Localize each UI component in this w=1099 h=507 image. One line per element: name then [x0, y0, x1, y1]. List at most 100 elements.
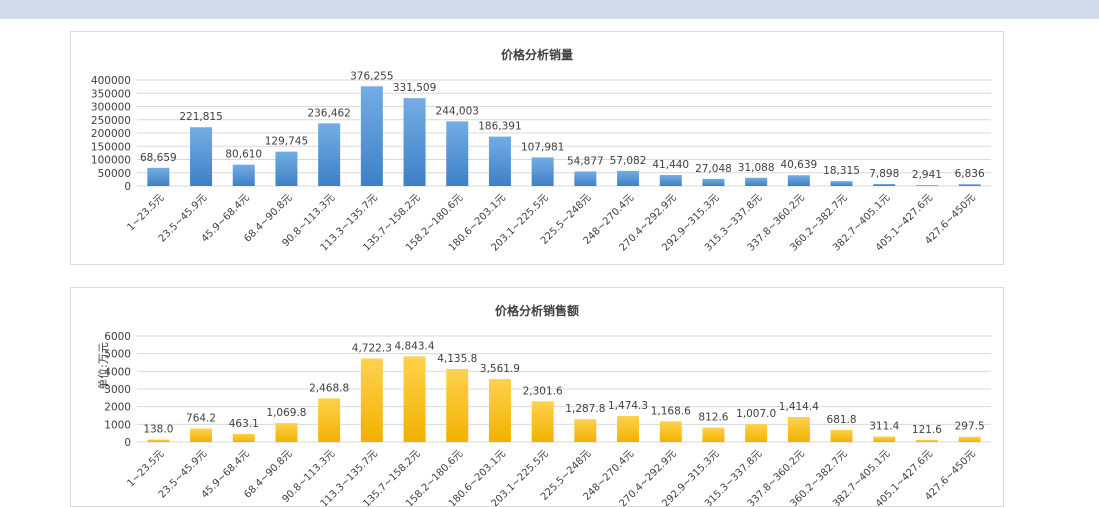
bar [403, 98, 426, 186]
sales-volume-chart: 价格分析销量 400000 350000 300000 250000 200000 150… [70, 31, 1004, 265]
bar [702, 178, 725, 186]
data-label: 2,941 [912, 169, 942, 181]
bar [318, 123, 341, 186]
y-tick-label: 0 [124, 437, 131, 449]
data-label: 41,440 [652, 159, 689, 171]
data-label: 107,981 [521, 141, 564, 153]
bar [531, 157, 554, 186]
data-label: 331,509 [393, 82, 436, 94]
bar [275, 151, 298, 186]
bar [531, 401, 554, 442]
data-label: 4,722.3 [352, 343, 392, 355]
bar [617, 170, 640, 186]
data-label: 3,561.9 [480, 363, 520, 375]
bar [446, 121, 469, 186]
data-label: 1,474.3 [608, 400, 648, 412]
data-label: 80,610 [225, 149, 262, 161]
data-label: 40,639 [780, 159, 817, 171]
data-label: 311.4 [869, 420, 899, 432]
y-tick-label: 300000 [91, 102, 131, 114]
data-label: 68,659 [140, 152, 177, 164]
bar [403, 356, 426, 442]
y-tick-label: 150000 [91, 141, 131, 153]
bar [958, 184, 981, 186]
data-label: 7,898 [869, 168, 899, 180]
bar [873, 183, 896, 186]
data-label: 2,468.8 [309, 382, 349, 394]
y-tick-label: 200000 [91, 128, 131, 140]
data-label: 1,414.4 [779, 401, 819, 413]
bar [488, 379, 511, 442]
data-label: 2,301.6 [523, 385, 563, 397]
bar [360, 358, 383, 442]
data-label: 221,815 [179, 111, 222, 123]
data-label: 18,315 [823, 165, 860, 177]
data-label: 27,048 [695, 163, 732, 175]
data-label: 376,255 [350, 70, 393, 82]
y-tick-label: 350000 [91, 88, 131, 100]
bar [318, 398, 341, 442]
data-label: 121.6 [912, 424, 942, 436]
bar [446, 368, 469, 442]
bar [958, 436, 981, 442]
bar [232, 433, 255, 442]
y-tick-label: 0 [124, 181, 131, 193]
bar [915, 439, 938, 442]
data-label: 54,877 [567, 155, 604, 167]
chart-title: 价格分析销量 [500, 48, 573, 62]
data-label: 764.2 [186, 412, 216, 424]
y-tick-label: 6000 [104, 331, 131, 343]
chart-title: 价格分析销售额 [494, 304, 579, 318]
data-label: 812.6 [698, 412, 728, 424]
data-label: 57,082 [610, 155, 647, 167]
data-label: 4,843.4 [395, 340, 435, 352]
bar [574, 171, 597, 186]
data-label: 31,088 [738, 162, 775, 174]
bar [873, 436, 896, 442]
x-tick-label: 1~23.5元 [125, 192, 166, 233]
data-label: 138.0 [143, 424, 173, 436]
y-tick-label: 2000 [104, 402, 131, 414]
bar [659, 175, 682, 186]
data-label: 129,745 [265, 136, 308, 148]
bar [830, 429, 853, 442]
data-label: 463.1 [229, 418, 259, 430]
data-label: 244,003 [436, 105, 479, 117]
bar [190, 428, 213, 442]
bar [275, 423, 298, 442]
sales-amount-plot: 6000 5000 4000 3000 2000 1000 0 138.0 1~23.5元 764… [104, 331, 991, 506]
bar [488, 136, 511, 186]
bar [787, 417, 810, 442]
y-tick-label: 5000 [104, 349, 131, 361]
bar [915, 185, 938, 186]
x-tick-label: 1~23.5元 [125, 448, 166, 489]
y-tick-label: 400000 [91, 75, 131, 87]
bar [617, 415, 640, 442]
bar [830, 181, 853, 186]
data-label: 1,007.0 [736, 408, 776, 420]
y-tick-label: 1000 [104, 419, 131, 431]
bar [574, 419, 597, 442]
bar [147, 167, 170, 186]
data-label: 1,069.8 [266, 407, 306, 419]
data-label: 1,168.6 [651, 405, 691, 417]
bar [360, 86, 383, 186]
y-tick-label: 50000 [98, 168, 131, 180]
data-label: 4,135.8 [437, 353, 477, 365]
bar [190, 127, 213, 186]
bar [745, 177, 768, 186]
data-label: 236,462 [307, 107, 350, 119]
y-tick-label: 3000 [104, 384, 131, 396]
bar [232, 164, 255, 186]
y-tick-label: 250000 [91, 115, 131, 127]
data-label: 1,287.8 [565, 403, 605, 415]
data-label: 681.8 [827, 414, 857, 426]
y-tick-label: 4000 [104, 366, 131, 378]
data-label: 6,836 [955, 168, 985, 180]
bar [745, 424, 768, 442]
data-label: 186,391 [478, 121, 521, 133]
bar [659, 421, 682, 442]
top-bar [0, 0, 1099, 19]
data-label: 297.5 [955, 421, 985, 433]
